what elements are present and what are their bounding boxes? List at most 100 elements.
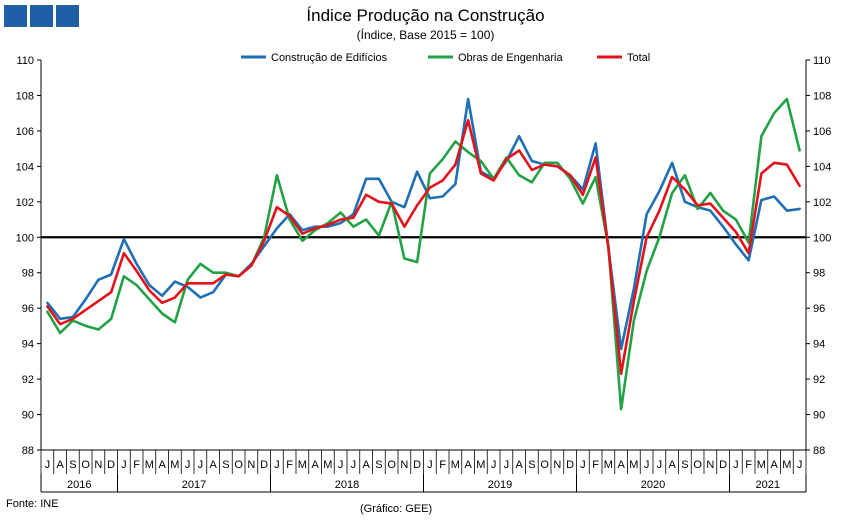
month-label: S bbox=[375, 459, 382, 471]
y-tick-label-right: 94 bbox=[813, 339, 825, 351]
month-label: M bbox=[170, 459, 179, 471]
month-label: F bbox=[133, 459, 140, 471]
axes: 88 88 90 90 92 92 94 94 96 96 98 98 100 100 102 102 104 1… bbox=[16, 55, 832, 457]
month-label: D bbox=[566, 459, 574, 471]
month-label: M bbox=[451, 459, 460, 471]
legend: Construção de Edifícios Obras de Engenhar… bbox=[241, 52, 650, 64]
y-tick-label-right: 110 bbox=[813, 55, 831, 67]
month-label: A bbox=[209, 459, 217, 471]
month-label: O bbox=[387, 459, 396, 471]
month-label: M bbox=[782, 459, 791, 471]
month-label: A bbox=[311, 459, 319, 471]
month-label: N bbox=[94, 459, 102, 471]
month-label: M bbox=[298, 459, 307, 471]
month-label: N bbox=[553, 459, 561, 471]
month-label: D bbox=[260, 459, 268, 471]
month-label: N bbox=[247, 459, 255, 471]
month-label: J bbox=[274, 459, 280, 471]
month-label: J bbox=[338, 459, 344, 471]
month-label: M bbox=[323, 459, 332, 471]
series-line-1 bbox=[46, 97, 801, 411]
y-tick-label-left: 110 bbox=[16, 55, 34, 67]
month-label: O bbox=[693, 459, 702, 471]
month-label: M bbox=[476, 459, 485, 471]
y-tick-label-right: 104 bbox=[813, 161, 831, 173]
month-label: J bbox=[45, 459, 51, 471]
year-label: 2018 bbox=[335, 479, 359, 491]
month-label: J bbox=[491, 459, 497, 471]
month-label: F bbox=[745, 459, 752, 471]
month-label: A bbox=[770, 459, 778, 471]
legend-label: Total bbox=[627, 52, 650, 64]
y-tick-label-left: 92 bbox=[22, 374, 34, 386]
month-label: A bbox=[617, 459, 625, 471]
month-label: J bbox=[733, 459, 739, 471]
month-label: J bbox=[121, 459, 127, 471]
month-label: A bbox=[56, 459, 64, 471]
source-note: Fonte: INE bbox=[6, 498, 59, 510]
month-label: J bbox=[427, 459, 433, 471]
month-label: S bbox=[69, 459, 76, 471]
chart-title: Índice Produção na Construção bbox=[306, 6, 545, 25]
month-label: O bbox=[540, 459, 549, 471]
y-tick-label-left: 88 bbox=[22, 445, 34, 457]
y-tick-label-right: 96 bbox=[813, 303, 825, 315]
month-label: O bbox=[81, 459, 90, 471]
y-tick-label-right: 90 bbox=[813, 410, 825, 422]
month-label: S bbox=[222, 459, 229, 471]
year-label: 2021 bbox=[756, 479, 780, 491]
month-label: N bbox=[400, 459, 408, 471]
graphic-credit: (Gráfico: GEE) bbox=[360, 503, 433, 515]
month-label: O bbox=[234, 459, 243, 471]
month-label: S bbox=[528, 459, 535, 471]
y-tick-label-right: 102 bbox=[813, 197, 831, 209]
month-label: J bbox=[580, 459, 586, 471]
month-label: D bbox=[107, 459, 115, 471]
year-label: 2019 bbox=[488, 479, 512, 491]
month-label: J bbox=[185, 459, 191, 471]
month-label: J bbox=[198, 459, 204, 471]
year-label: 2020 bbox=[641, 479, 665, 491]
logo-block bbox=[56, 5, 79, 27]
y-tick-label-right: 106 bbox=[813, 126, 831, 138]
y-tick-label-left: 90 bbox=[22, 410, 34, 422]
month-label: M bbox=[145, 459, 154, 471]
y-tick-label-right: 100 bbox=[813, 232, 831, 244]
legend-label: Obras de Engenharia bbox=[458, 52, 563, 64]
series-line-0 bbox=[46, 97, 801, 351]
month-label: M bbox=[629, 459, 638, 471]
y-tick-label-left: 100 bbox=[16, 232, 34, 244]
legend-label: Construção de Edifícios bbox=[271, 52, 388, 64]
month-label: J bbox=[657, 459, 663, 471]
series-line-2 bbox=[46, 118, 801, 376]
y-tick-label-left: 98 bbox=[22, 268, 34, 280]
y-tick-label-right: 108 bbox=[813, 90, 831, 102]
logo-block bbox=[30, 5, 53, 27]
year-label: 2016 bbox=[67, 479, 91, 491]
y-tick-label-right: 92 bbox=[813, 374, 825, 386]
month-label: J bbox=[644, 459, 650, 471]
month-label: D bbox=[719, 459, 727, 471]
month-label: A bbox=[668, 459, 676, 471]
y-tick-label-left: 102 bbox=[16, 197, 34, 209]
month-label: J bbox=[504, 459, 510, 471]
month-label: F bbox=[286, 459, 293, 471]
year-label: 2017 bbox=[182, 479, 206, 491]
month-label: A bbox=[158, 459, 166, 471]
month-label: F bbox=[592, 459, 599, 471]
logo-block bbox=[4, 5, 27, 27]
month-label: N bbox=[706, 459, 714, 471]
month-label: S bbox=[681, 459, 688, 471]
y-tick-label-left: 94 bbox=[22, 339, 34, 351]
month-label: J bbox=[351, 459, 357, 471]
y-tick-label-right: 88 bbox=[813, 445, 825, 457]
gee-logo bbox=[4, 5, 80, 27]
month-label: A bbox=[464, 459, 472, 471]
month-label: J bbox=[797, 459, 803, 471]
chart-subtitle: (Índice, Base 2015 = 100) bbox=[356, 28, 495, 42]
month-label: A bbox=[515, 459, 523, 471]
y-tick-label-left: 104 bbox=[16, 161, 34, 173]
series-group bbox=[46, 97, 801, 411]
